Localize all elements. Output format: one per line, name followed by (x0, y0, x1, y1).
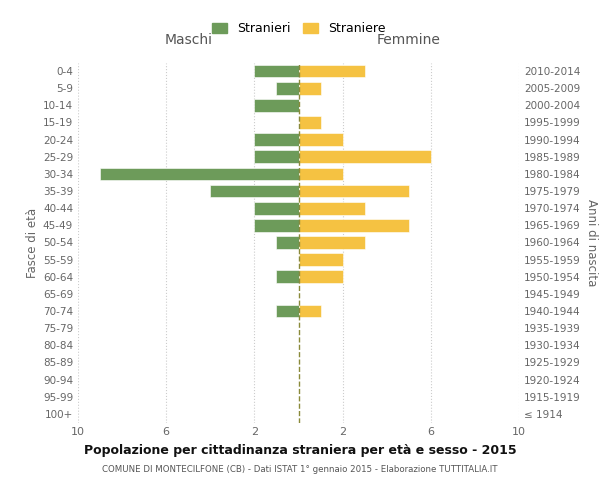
Legend: Stranieri, Straniere: Stranieri, Straniere (208, 18, 389, 39)
Bar (299, 150, 431, 163)
Text: COMUNE DI MONTECILFONE (CB) - Dati ISTAT 1° gennaio 2015 - Elaborazione TUTTITAL: COMUNE DI MONTECILFONE (CB) - Dati ISTAT… (102, 466, 498, 474)
Text: Popolazione per cittadinanza straniera per età e sesso - 2015: Popolazione per cittadinanza straniera p… (83, 444, 517, 457)
Bar (254, 202, 299, 214)
Bar (299, 202, 365, 214)
Bar (211, 184, 299, 198)
Bar (254, 133, 299, 146)
Bar (299, 64, 365, 78)
Bar (299, 168, 343, 180)
Bar (254, 64, 299, 78)
Bar (277, 236, 299, 249)
Bar (254, 150, 299, 163)
Bar (299, 253, 343, 266)
Bar (299, 116, 320, 129)
Bar (299, 236, 365, 249)
Bar (254, 219, 299, 232)
Y-axis label: Fasce di età: Fasce di età (26, 208, 39, 278)
Y-axis label: Anni di nascita: Anni di nascita (585, 199, 598, 286)
Bar (299, 219, 409, 232)
Bar (277, 82, 299, 94)
Bar (299, 270, 343, 283)
Bar (277, 304, 299, 318)
Bar (254, 99, 299, 112)
Bar (299, 304, 320, 318)
Bar (299, 82, 320, 94)
Bar (277, 270, 299, 283)
Bar (100, 168, 299, 180)
Bar (299, 133, 343, 146)
Text: Femmine: Femmine (377, 33, 440, 47)
Text: Maschi: Maschi (164, 33, 212, 47)
Bar (299, 184, 409, 198)
